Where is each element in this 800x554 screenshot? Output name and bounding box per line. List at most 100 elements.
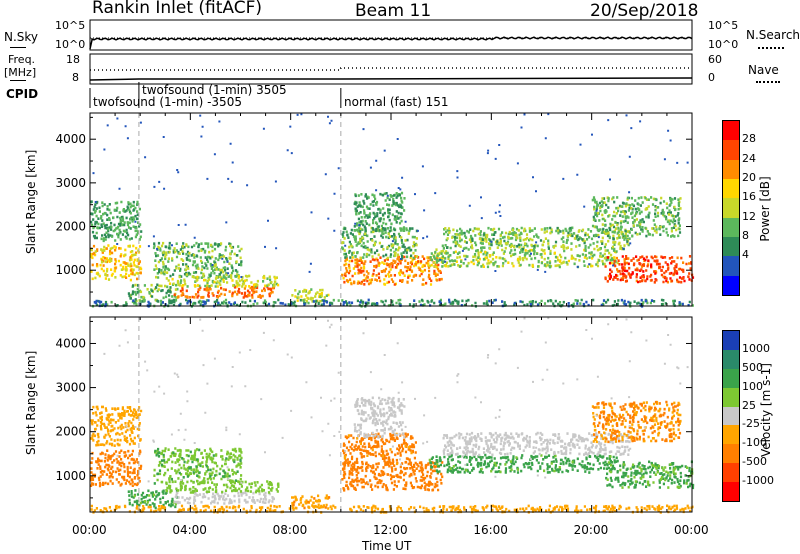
nsearch-tick-top: 10^5 (708, 19, 739, 32)
velocity-echo-14-0 (90, 504, 694, 514)
velocity-ytick-label-3: 4000 (55, 336, 86, 350)
freq-label: Freq. (8, 53, 36, 66)
power-echo-4-1 (177, 285, 275, 299)
power-colorbar-tick-2: 20 (742, 171, 756, 184)
freq-tick-top: 18 (66, 53, 80, 66)
nave-line (90, 67, 692, 71)
velocity-echo-1-0 (90, 405, 143, 447)
velocity-ytick-label-2: 3000 (55, 381, 86, 395)
power-ylabel: Slant Range [km] (24, 149, 38, 254)
velocity-echo-6-0 (291, 494, 329, 509)
power-echo-8-1 (341, 227, 418, 260)
nsearch-legend-line (758, 47, 784, 49)
power-echo-8-0 (341, 226, 418, 260)
power-colorbar-tick-1: 24 (742, 151, 756, 165)
x-tick-label-6: 00:00 (674, 523, 709, 537)
power-colorbar-segment-8 (723, 275, 739, 296)
power-echo-3-1 (153, 241, 243, 279)
velocity-ytick-label-0: 1000 (55, 469, 86, 483)
velocity-echo-3-0 (153, 447, 243, 485)
freq-line (89, 77, 693, 81)
power-ytick-label-2: 3000 (55, 176, 86, 190)
power-colorbar-segment-3 (723, 179, 739, 199)
velocity-colorbar-tick-2: 100 (742, 379, 763, 393)
cpid-segment-1: twofsound (1-min) -3505 (93, 95, 242, 109)
velocity-colorbar-tick-0: 1000 (742, 341, 770, 355)
power-echo-12-2 (604, 255, 694, 284)
velocity-ylabel: Slant Range [km] (24, 350, 38, 455)
cpid-segment-3: normal (fast) 151 (344, 95, 449, 109)
velocity-echo-6-1 (292, 496, 331, 510)
freq-unit-label: [MHz] (4, 66, 37, 79)
power-colorbar (722, 120, 740, 296)
nsky-line (89, 36, 693, 50)
x-axis-label: Time UT (362, 539, 412, 553)
power-colorbar-tick-4: 12 (742, 209, 756, 223)
x-tick-label-4: 16:00 (473, 523, 508, 537)
velocity-echo-7-0 (341, 460, 444, 492)
power-colorbar-tick-6: 4 (742, 248, 749, 262)
power-echo-0-1 (90, 244, 142, 281)
velocity-colorbar-tick-6: -500 (742, 455, 767, 469)
power-colorbar-segment-2 (723, 159, 739, 180)
power-echo-2-2 (127, 283, 174, 303)
velocity-echo-12-0 (605, 460, 695, 490)
freq-frame (89, 53, 693, 85)
power-echo-5-2 (168, 275, 280, 288)
power-colorbar-label: Power [dB] (758, 176, 772, 242)
beam-label: Beam 11 (355, 1, 432, 21)
power-echo-7-2 (341, 255, 443, 286)
power-echo-0-2 (90, 245, 140, 281)
power-echo-5-0 (179, 274, 278, 288)
power-echo-11-2 (446, 226, 629, 251)
power-echo-2-0 (130, 283, 179, 302)
power-echo-13-2 (591, 196, 681, 238)
power-ytick-label-3: 4000 (55, 132, 86, 146)
velocity-echo-13-0 (591, 400, 682, 444)
velocity-echo-0-0 (90, 449, 143, 488)
cpid-label: CPID (6, 87, 39, 101)
power-echo-13-0 (592, 196, 682, 238)
plot-title: Rankin Inlet (fitACF) (92, 0, 263, 18)
power-echo-12-0 (607, 255, 693, 284)
velocity-colorbar-tick-7: -1000 (742, 474, 774, 488)
velocity-echo-5-0 (165, 480, 280, 494)
power-echo-3-2 (154, 241, 243, 279)
power-ytick-label-0: 1000 (55, 263, 86, 277)
velocity-panel: 1000 2000 3000 4000 (55, 316, 695, 514)
nave-legend-line (756, 81, 780, 83)
velocity-colorbar-segment-0 (723, 331, 739, 351)
power-panel: 1000 2000 3000 4000 (55, 112, 695, 308)
nsearch-label: N.Search (746, 28, 800, 42)
x-tick-label-5: 20:00 (573, 523, 609, 537)
velocity-colorbar-tick-3: 25 (742, 398, 756, 412)
date-label: 20/Sep/2018 (590, 1, 699, 21)
velocity-colorbar-segment-5 (723, 425, 739, 445)
velocity-echo-2-1 (133, 493, 177, 506)
power-echo-10-0 (428, 248, 619, 268)
power-echo-1-1 (91, 200, 142, 243)
power-echo-7-1 (343, 255, 442, 286)
velocity-colorbar-tick-1: 500 (742, 360, 763, 374)
nave-tick-bottom: 0 (708, 71, 715, 84)
power-echo-5-1 (165, 274, 278, 288)
freq-tick-bottom: 8 (72, 71, 79, 84)
velocity-echo-12-1 (606, 461, 694, 489)
velocity-colorbar-tick-4: -25 (742, 417, 760, 431)
velocity-colorbar-segment-2 (723, 368, 739, 389)
velocity-colorbar-segment-3 (723, 387, 739, 408)
power-colorbar-tick-5: 8 (742, 229, 749, 242)
velocity-echo-4-0 (173, 491, 275, 505)
power-echo-9-1 (353, 192, 403, 233)
nsky-frame (89, 19, 693, 51)
velocity-echo-9-0 (353, 396, 406, 439)
power-echo-8-2 (340, 226, 419, 260)
power-ytick-label-1: 2000 (55, 220, 86, 234)
velocity-colorbar-tick-5: -100 (742, 436, 767, 450)
nave-tick-top: 60 (708, 53, 722, 66)
power-colorbar-tick-0: 28 (742, 132, 756, 146)
velocity-colorbar-segment-4 (723, 406, 739, 426)
nsearch-tick-bottom: 10^0 (708, 38, 739, 51)
velocity-echo-8-0 (342, 432, 417, 466)
